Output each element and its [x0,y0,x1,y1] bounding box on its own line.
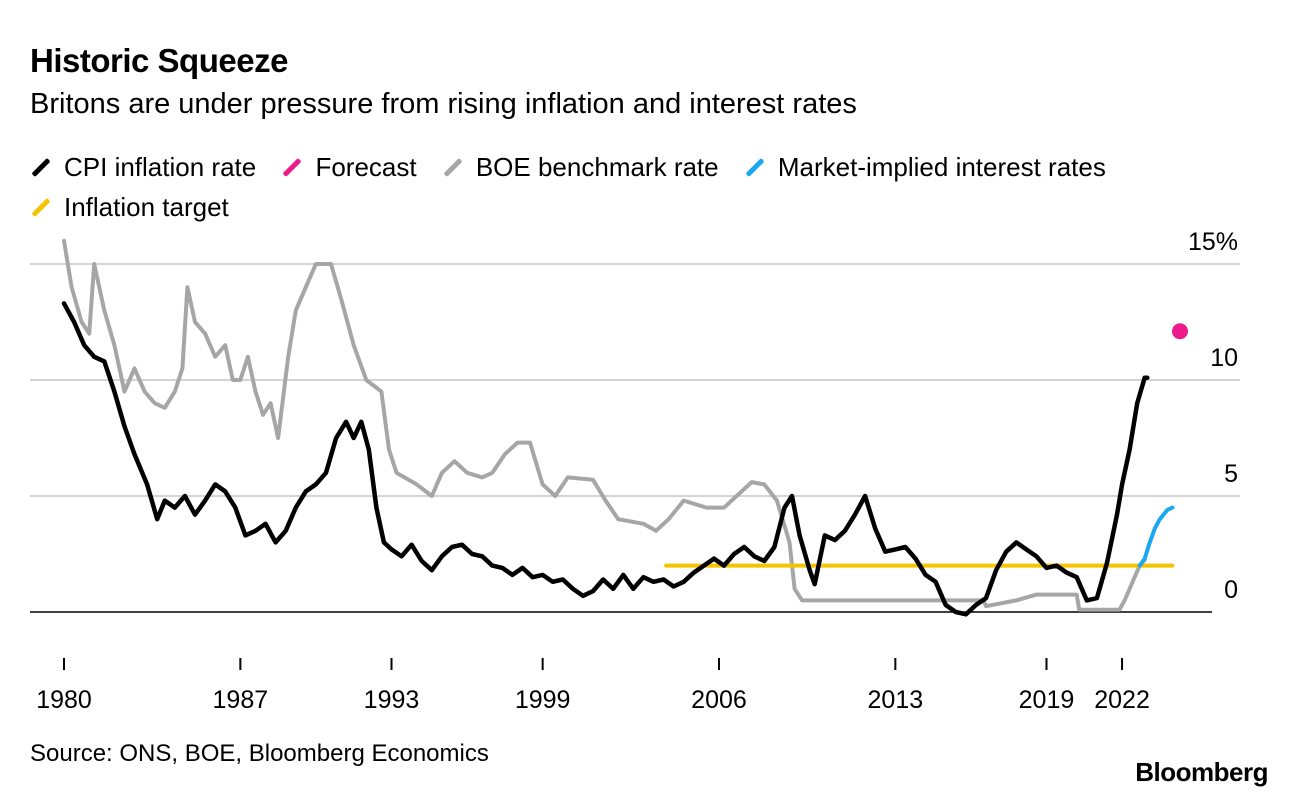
x-tick-label: 1987 [213,686,269,714]
legend-item-cpi: CPI inflation rate [30,149,256,186]
y-tick-label: 10 [1210,344,1238,372]
forecast-point [1172,323,1188,340]
legend-item-boe: BOE benchmark rate [442,149,719,186]
x-tick-label: 2006 [691,686,747,714]
legend: CPI inflation rate Forecast BOE benchmar… [30,146,1270,226]
legend-label: Market-implied interest rates [777,152,1106,182]
x-tick-label: 1980 [36,686,92,714]
x-tick-label: 1999 [515,686,571,714]
x-tick-label: 2013 [868,686,924,714]
y-tick-label: 5 [1224,460,1238,488]
legend-item-forecast: Forecast [281,149,417,186]
y-tick-label: 0 [1224,576,1238,604]
x-tick-label: 2022 [1094,686,1150,714]
bloomberg-logo: Bloomberg [1135,757,1268,787]
legend-label: CPI inflation rate [64,152,257,182]
x-tick-label: 1993 [364,686,420,714]
x-tick-label: 2019 [1019,686,1075,714]
legend-label: BOE benchmark rate [475,152,719,182]
chart-subtitle: Britons are under pressure from rising i… [30,88,857,120]
legend-item-market: Market-implied interest rates [744,149,1106,186]
legend-item-target: Inflation target [30,189,229,226]
series-line-market-implied-interest-rates [1137,505,1175,568]
series-line-boe-benchmark-rate [62,238,1147,612]
source-note: Source: ONS, BOE, Bloomberg Economics [30,740,489,767]
chart-title: Historic Squeeze [30,42,288,79]
series-line-cpi-inflation-rate [61,301,1150,617]
legend-label: Inflation target [64,192,229,222]
y-tick-label: 15% [1188,228,1238,256]
legend-label: Forecast [315,152,417,182]
